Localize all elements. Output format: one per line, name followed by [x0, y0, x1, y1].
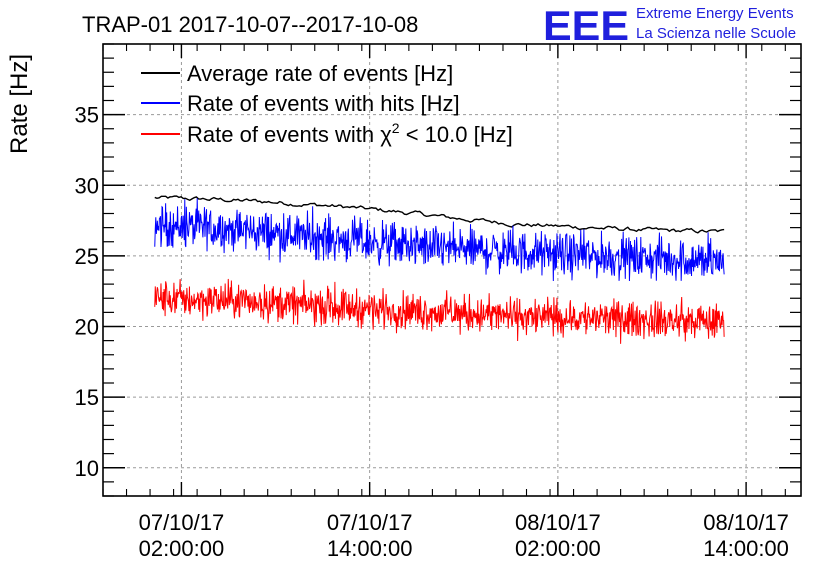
tick-labels: 10152025303507/10/1702:00:0007/10/1714:0…: [75, 103, 789, 561]
y-tick-label: 20: [75, 315, 99, 340]
legend-chi2-prefix: Rate of events with: [187, 122, 380, 147]
x-tick-date: 07/10/17: [139, 510, 225, 535]
grid: [103, 44, 801, 496]
y-tick-label: 25: [75, 244, 99, 269]
eee-logo: EEE: [543, 2, 629, 49]
org-name: Extreme Energy Events: [636, 5, 794, 22]
legend-chi2-symbol: χ: [380, 122, 392, 147]
legend: Average rate of events [Hz] Rate of even…: [141, 61, 513, 147]
legend-chi2-superscript: 2: [392, 120, 400, 136]
y-tick-label: 35: [75, 103, 99, 128]
legend-label-average: Average rate of events [Hz]: [187, 61, 453, 86]
legend-label-hits: Rate of events with hits [Hz]: [187, 91, 460, 116]
y-tick-label: 30: [75, 173, 99, 198]
y-axis-label: Rate [Hz]: [6, 54, 33, 154]
series-line-chi2: [154, 278, 725, 344]
x-tick-date: 07/10/17: [327, 510, 413, 535]
axis-ticks: [102, 43, 801, 497]
x-tick-time: 02:00:00: [515, 536, 601, 561]
y-tick-label: 10: [75, 456, 99, 481]
chart-title: TRAP-01 2017-10-07--2017-10-08: [82, 12, 418, 37]
x-tick-date: 08/10/17: [515, 510, 601, 535]
x-tick-time: 14:00:00: [703, 536, 789, 561]
legend-label-chi2: Rate of events with χ2 < 10.0 [Hz]: [187, 120, 513, 147]
y-tick-label: 15: [75, 385, 99, 410]
series-line-average: [154, 195, 725, 234]
legend-chi2-suffix: < 10.0 [Hz]: [400, 122, 513, 147]
org-subtitle: La Scienza nelle Scuole: [636, 25, 796, 42]
series-group: [154, 195, 725, 344]
series-line-hits: [154, 198, 725, 281]
x-tick-date: 08/10/17: [703, 510, 789, 535]
x-tick-time: 02:00:00: [139, 536, 225, 561]
x-tick-time: 14:00:00: [327, 536, 413, 561]
